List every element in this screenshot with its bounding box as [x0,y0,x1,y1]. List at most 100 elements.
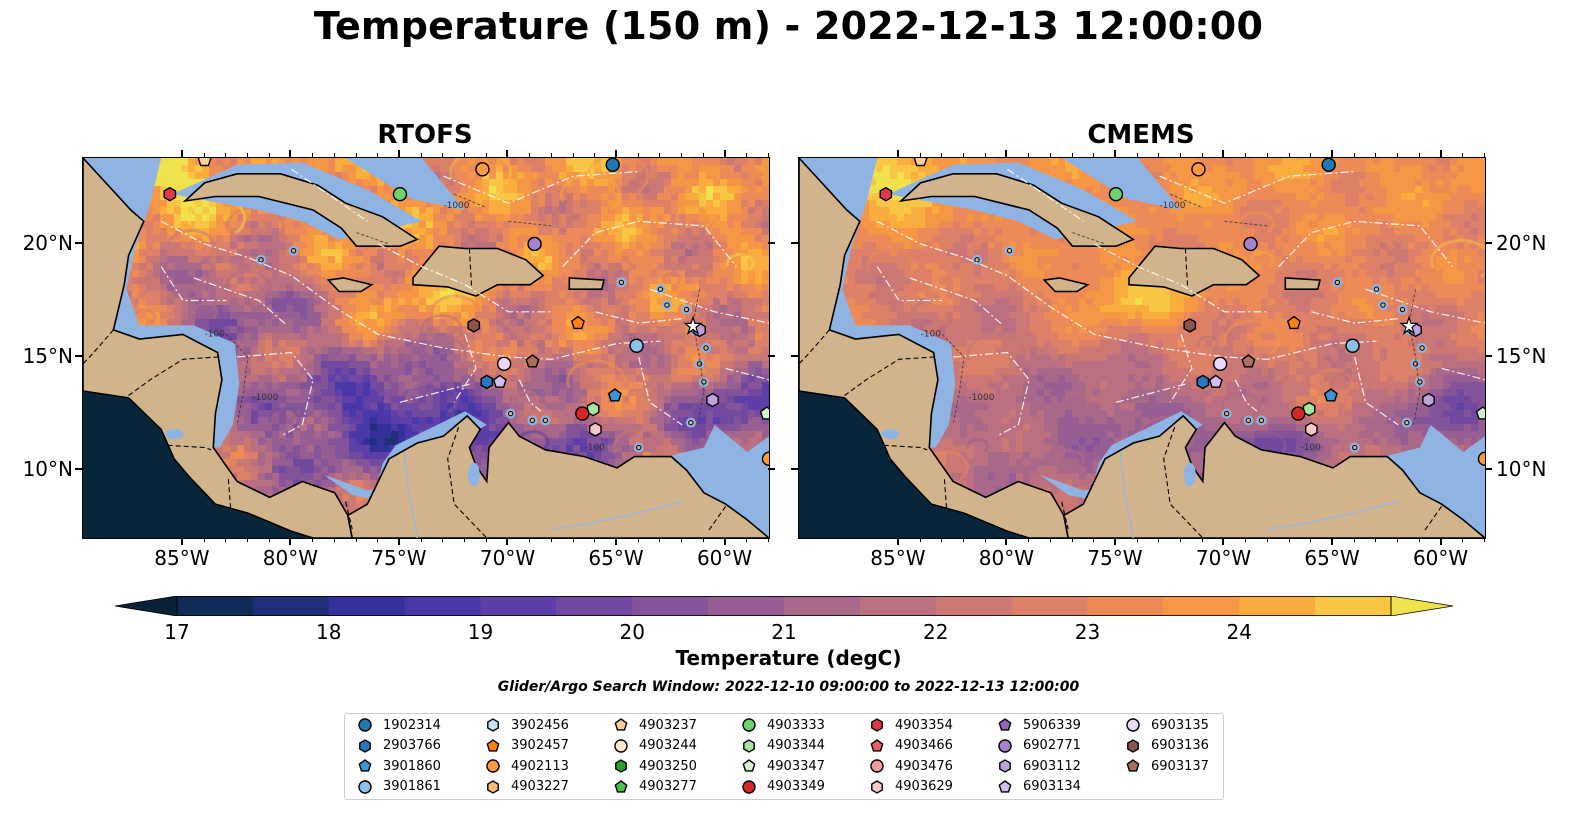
x-tick-label: 65°W [588,546,644,570]
legend-label: 4903227 [511,779,569,794]
land-puertoRico [568,277,606,290]
search-window-text: Glider/Argo Search Window: 2022-12-10 09… [497,679,1080,695]
legend-item-4903349: 4903349 [741,777,825,797]
float-marker-3901861 [1345,338,1360,353]
hexagon-marker-icon [1127,738,1139,753]
legend-marker [742,718,756,732]
legend-marker [615,759,627,773]
circle-marker-icon [998,738,1012,753]
lake-maracaibo [467,462,480,487]
legend-marker [487,718,499,732]
x-tick-mark [1005,150,1008,157]
x-tick-label: 60°W [696,546,753,570]
float-marker-6903136 [1183,318,1197,333]
pentagon-marker-icon [614,779,628,793]
legend-item-4903476: 4903476 [869,756,953,776]
isobaths [941,193,1421,425]
legend-label: 4903476 [895,758,953,774]
x-tick-mark [289,150,292,157]
y-tick-mark [1485,241,1492,244]
float-marker-6903136 [467,318,481,333]
float-marker-4903354 [163,186,177,202]
hexagon-marker-icon [359,738,371,753]
x-tick-mark [1439,150,1442,157]
legend-item-4903237: 4903237 [613,715,697,735]
float-marker-4903349 [1291,406,1306,421]
legend-label: 4903277 [639,779,697,794]
float-marker-star [683,315,703,336]
x-tick-label: 80°W [978,546,1035,570]
hexagon-marker-icon [487,779,499,794]
pentagon-marker-icon [358,759,372,772]
land-cuba [182,173,420,247]
colorbar-tick-label: 19 [467,620,494,644]
x-tick-mark [723,150,726,157]
hexagon-marker-icon [999,759,1011,773]
colorbar-segment [1011,596,1088,616]
legend-marker [998,718,1012,731]
legend-label: 4903629 [895,779,953,794]
legend-marker [871,779,883,794]
legend-label: 3901861 [383,779,441,794]
colorbar-segment [935,596,1013,616]
legend-label: 3902457 [511,738,569,753]
legend-marker [999,759,1011,773]
x-tick-mark [896,150,899,157]
circle-marker-icon [1126,718,1140,732]
x-tick-mark [1331,150,1334,157]
colorbar-segment [859,596,937,616]
x-tick-label: 65°W [1304,546,1360,570]
isobaths [225,193,705,425]
x-tick-mark [289,538,292,545]
colorbar-segment [1087,596,1164,616]
legend-label: 6903134 [1023,779,1081,794]
legend-item-4903466: 4903466 [869,736,953,756]
contour-label: -100 [921,330,942,340]
float-marker-4903349 [575,406,590,421]
float-marker-6903135 [1212,356,1228,372]
legend-label: 3901860 [383,758,441,774]
legend-marker [359,738,371,753]
x-tick-mark [1222,150,1225,157]
float-marker-4903344 [1302,401,1316,417]
legend-item-4903244: 4903244 [613,736,697,756]
float-marker-3902457 [1286,315,1301,330]
float-marker-4903333 [1108,186,1124,202]
circle-marker-icon [870,759,884,773]
y-tick-mark [75,241,82,244]
pentagon-marker-icon [614,718,628,731]
legend-marker [486,759,500,773]
colorbar [115,596,1453,616]
float-marker-4903237 [197,158,212,167]
x-tick-mark [723,538,726,545]
colorbar-segment [708,596,785,616]
float-marker-6902771 [527,236,542,252]
x-tick-label: 70°W [1195,546,1252,570]
legend-item-4903629: 4903629 [869,777,953,797]
legend-marker [1126,718,1140,732]
y-tick-mark [75,355,82,358]
map-panel-cmems: -100 -1000 -100 -1000 [798,157,1486,539]
legend-marker [358,779,372,794]
x-tick-mark [180,150,183,157]
float-marker-3902457 [570,315,585,330]
legend-label: 4903349 [767,779,825,794]
hexagon-marker-icon [871,718,883,732]
legend-item-4903354: 4903354 [869,715,953,735]
legend-item-1902314: 1902314 [357,715,441,735]
pentagon-marker-icon [998,779,1012,793]
legend-label: 3902456 [511,717,569,733]
land-cuba [898,173,1136,247]
colorbar-segment [1239,596,1316,616]
legend-label: 6903137 [1151,758,1209,774]
float-marker-1902314 [1321,158,1336,172]
float-marker-4903344 [586,401,600,417]
legend-label: 4903354 [895,717,953,733]
legend-item-4903333: 4903333 [741,715,825,735]
x-tick-mark [1113,150,1116,157]
float-marker-1902314 [605,158,620,172]
x-tick-mark [397,538,400,545]
land-jamaica [1042,277,1090,293]
y-tick-mark [1485,468,1492,471]
float-marker-4903347 [759,406,769,420]
